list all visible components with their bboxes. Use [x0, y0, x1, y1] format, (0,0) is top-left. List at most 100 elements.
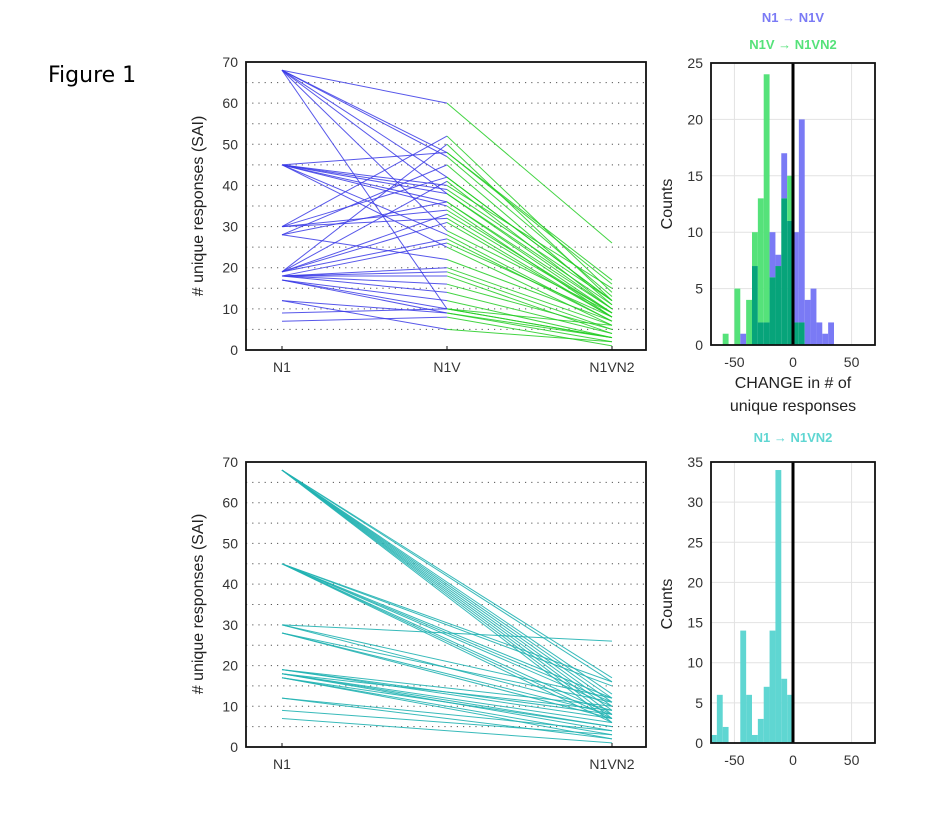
- series-line-n1v-n1vn2: [446, 242, 613, 318]
- y-tick-label: 30: [687, 494, 703, 510]
- bar-n1-to-n1vn2: [740, 630, 747, 743]
- bar-n1-to-n1v: [828, 322, 834, 345]
- bar-overlap: [775, 266, 782, 345]
- bar-n1-to-n1vn2: [716, 694, 723, 743]
- series-line-n1-n1v: [281, 164, 448, 248]
- bar-n1-to-n1v: [793, 232, 799, 323]
- series-line-n1-n1v: [281, 69, 448, 158]
- series-line-n1-n1v: [281, 275, 448, 285]
- series-line-n1-n1vn2: [281, 624, 613, 642]
- x-tick-label: N1: [273, 359, 291, 375]
- series-line-n1-n1vn2: [281, 469, 613, 707]
- bar-n1-to-n1v: [810, 288, 817, 345]
- bar-overlap: [787, 220, 793, 345]
- bar-n1-to-n1vn2: [757, 718, 764, 743]
- x-tick-label: N1V: [433, 359, 461, 375]
- y-tick-label: 10: [222, 301, 238, 317]
- series-line-n1-n1v: [281, 242, 448, 277]
- series-line-n1v-n1vn2: [446, 246, 613, 326]
- series-line-n1v-n1vn2: [446, 193, 613, 310]
- bar-overlap: [793, 322, 799, 345]
- bar-n1-to-n1vn2: [746, 694, 752, 743]
- y-tick-label: 10: [687, 655, 703, 671]
- top-hist-xlabel-line1: CHANGE in # of: [735, 375, 852, 392]
- series-line-n1-n1v: [281, 308, 448, 314]
- series-line-n1-n1vn2: [281, 677, 613, 728]
- series-line-n1-n1v: [281, 267, 448, 277]
- bar-overlap: [769, 277, 776, 345]
- top-hist-bars: [722, 74, 834, 345]
- series-line-n1-n1vn2: [281, 632, 613, 719]
- series-line-n1-n1vn2: [281, 563, 613, 687]
- series-line-n1v-n1vn2: [446, 213, 613, 314]
- y-tick-label: 50: [222, 535, 238, 551]
- series-line-n1v-n1vn2: [446, 308, 613, 339]
- series-line-n1-n1v: [281, 176, 448, 228]
- series-line-n1-n1vn2: [281, 673, 613, 728]
- y-tick-label: 20: [222, 658, 238, 674]
- series-line-n1-n1v: [281, 69, 448, 178]
- bar-n1-to-n1v: [798, 119, 805, 323]
- series-line-n1-n1vn2: [281, 718, 613, 744]
- series-line-n1-n1v: [281, 164, 448, 186]
- x-tick-label: 50: [844, 354, 860, 370]
- series-line-n1v-n1vn2: [446, 328, 613, 343]
- x-tick-label: 0: [789, 354, 797, 370]
- legend-n1-to-n1v: N1 → N1V: [762, 10, 824, 25]
- series-line-n1-n1v: [281, 164, 448, 207]
- series-line-n1-n1vn2: [281, 469, 613, 695]
- y-tick-label: 15: [687, 168, 703, 184]
- legend-n1v-to-n1vn2: N1V → N1VN2: [749, 37, 836, 52]
- bottom-hist-bars: [711, 470, 793, 743]
- series-line-n1v-n1vn2: [446, 143, 613, 301]
- y-tick-label: 5: [695, 281, 703, 297]
- series-line-n1v-n1vn2: [446, 217, 613, 318]
- y-tick-label: 5: [695, 695, 703, 711]
- series-line-n1-n1v: [281, 316, 448, 322]
- y-tick-label: 60: [222, 495, 238, 511]
- y-tick-label: 30: [222, 617, 238, 633]
- x-tick-label: -50: [724, 354, 744, 370]
- bar-n1-to-n1v: [781, 153, 788, 199]
- y-tick-label: 25: [687, 534, 703, 550]
- series-line-n1-n1vn2: [281, 697, 613, 732]
- series-line-n1-n1v: [281, 201, 448, 236]
- y-tick-label: 25: [687, 55, 703, 71]
- series-line-n1-n1vn2: [281, 469, 613, 719]
- bottom-line-grid: [246, 481, 646, 728]
- series-line-n1v-n1vn2: [446, 193, 613, 306]
- series-line-n1v-n1vn2: [446, 267, 613, 326]
- bar-n1-to-n1vn2: [711, 734, 717, 743]
- top-histogram: N1 → N1V N1V → N1VN2 0 5 10 15 20 25 -50 0 50 C…: [659, 10, 876, 415]
- y-tick-label: 30: [222, 219, 238, 235]
- series-line-n1v-n1vn2: [446, 291, 613, 335]
- y-tick-label: 15: [687, 615, 703, 631]
- top-hist-yticks: 0 5 10 15 20 25: [687, 55, 703, 353]
- bottom-hist-ylabel: Counts: [659, 579, 676, 630]
- y-tick-label: 20: [687, 574, 703, 590]
- top-line-frame: [245, 61, 647, 351]
- series-line-n1v-n1vn2: [446, 300, 613, 339]
- top-line-ylabel: # unique responses (SAI): [190, 116, 207, 297]
- y-tick-label: 0: [230, 342, 238, 358]
- y-tick-label: 40: [222, 576, 238, 592]
- series-line-n1-n1v: [281, 275, 448, 293]
- bar-n1-to-n1vn2: [775, 470, 782, 743]
- bottom-hist-frame: [710, 461, 876, 744]
- series-line-n1-n1vn2: [281, 624, 613, 699]
- series-line-n1v-n1vn2: [446, 230, 613, 314]
- series-line-n1-n1vn2: [281, 697, 613, 740]
- series-line-n1v-n1vn2: [446, 271, 613, 330]
- y-tick-label: 40: [222, 177, 238, 193]
- series-line-n1-n1v: [281, 164, 448, 195]
- series-line-n1v-n1vn2: [446, 222, 613, 318]
- series-line-n1-n1v: [281, 69, 448, 195]
- series-line-n1-n1v: [281, 271, 448, 277]
- bar-n1-to-n1v: [769, 232, 776, 278]
- series-line-n1-n1vn2: [281, 632, 613, 715]
- series-line-n1-n1vn2: [281, 563, 613, 683]
- series-line-n1v-n1vn2: [446, 180, 613, 310]
- series-line-n1-n1v: [281, 164, 448, 236]
- series-line-n1v-n1vn2: [446, 176, 613, 302]
